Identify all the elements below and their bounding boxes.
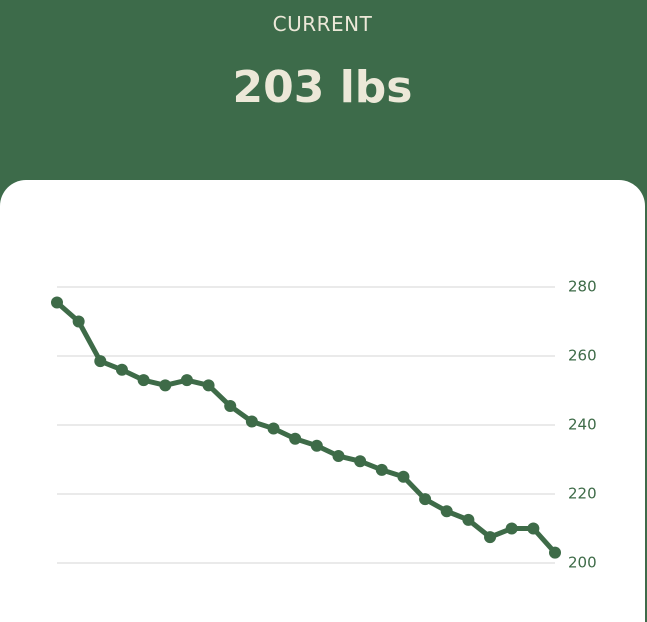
data-point [375, 463, 388, 476]
data-point [440, 505, 453, 518]
data-point [202, 379, 215, 392]
data-point [137, 374, 150, 387]
data-point [72, 315, 85, 328]
chart-card [0, 180, 645, 622]
data-point [549, 546, 561, 559]
data-point [224, 400, 237, 413]
data-point [354, 455, 367, 468]
y-tick-label: 240 [568, 416, 597, 434]
header: CURRENT 203 lbs [0, 0, 645, 180]
y-tick-label: 280 [568, 278, 597, 296]
current-label: CURRENT [272, 12, 373, 36]
data-point [289, 432, 302, 445]
y-tick-label: 200 [568, 554, 597, 572]
data-point [267, 422, 280, 435]
y-tick-label: 260 [568, 347, 597, 365]
data-point [505, 522, 518, 535]
data-point [51, 296, 63, 309]
data-point [180, 374, 193, 387]
data-point [462, 513, 475, 526]
data-point [484, 531, 497, 544]
data-point [310, 439, 323, 452]
data-point [397, 470, 410, 483]
weight-line [55, 300, 557, 555]
data-point [245, 415, 258, 428]
data-point [419, 493, 432, 506]
data-point [332, 450, 345, 463]
data-point [159, 379, 172, 392]
y-tick-label: 220 [568, 485, 597, 503]
data-point [94, 355, 107, 368]
current-weight: 203 lbs [232, 62, 413, 113]
data-point [115, 363, 128, 376]
data-point [527, 522, 540, 535]
